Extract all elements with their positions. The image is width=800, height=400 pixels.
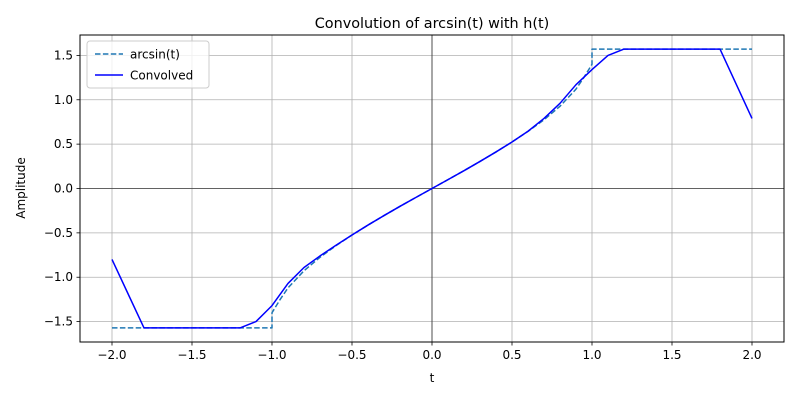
- x-tick-label: 2.0: [742, 348, 761, 362]
- y-tick-label: 1.5: [54, 48, 73, 62]
- y-tick-label: −1.5: [44, 315, 73, 329]
- y-axis-ticks: −1.5 −1.0 −0.5 0.0 0.5 1.0 1.5: [44, 48, 80, 329]
- x-axis-ticks: −2.0 −1.5 −1.0 −0.5 0.0 0.5 1.0 1.5 2.0: [97, 342, 762, 362]
- legend-box: [86, 40, 210, 89]
- legend: arcsin(t) Convolved: [86, 40, 210, 89]
- x-tick-label: −1.5: [177, 348, 206, 362]
- x-tick-label: −2.0: [97, 348, 126, 362]
- x-tick-label: 1.0: [582, 348, 601, 362]
- x-tick-label: 0.5: [502, 348, 521, 362]
- chart-title: Convolution of arcsin(t) with h(t): [315, 16, 550, 32]
- x-tick-label: 0.0: [422, 348, 441, 362]
- y-tick-label: 0.5: [54, 137, 73, 151]
- y-axis-label: Amplitude: [14, 157, 28, 219]
- series-line-convolved: [111, 48, 753, 329]
- x-tick-label: 1.5: [662, 348, 681, 362]
- y-tick-label: −1.0: [44, 270, 73, 284]
- x-tick-label: −1.0: [257, 348, 286, 362]
- y-tick-label: 0.0: [54, 182, 73, 196]
- legend-label-convolved: Convolved: [130, 69, 193, 83]
- series-lines: [111, 48, 753, 329]
- x-axis-label: t: [430, 371, 435, 385]
- y-tick-label: −0.5: [44, 226, 73, 240]
- x-tick-label: −0.5: [337, 348, 366, 362]
- legend-label-arcsin: arcsin(t): [130, 48, 180, 62]
- y-tick-label: 1.0: [54, 93, 73, 107]
